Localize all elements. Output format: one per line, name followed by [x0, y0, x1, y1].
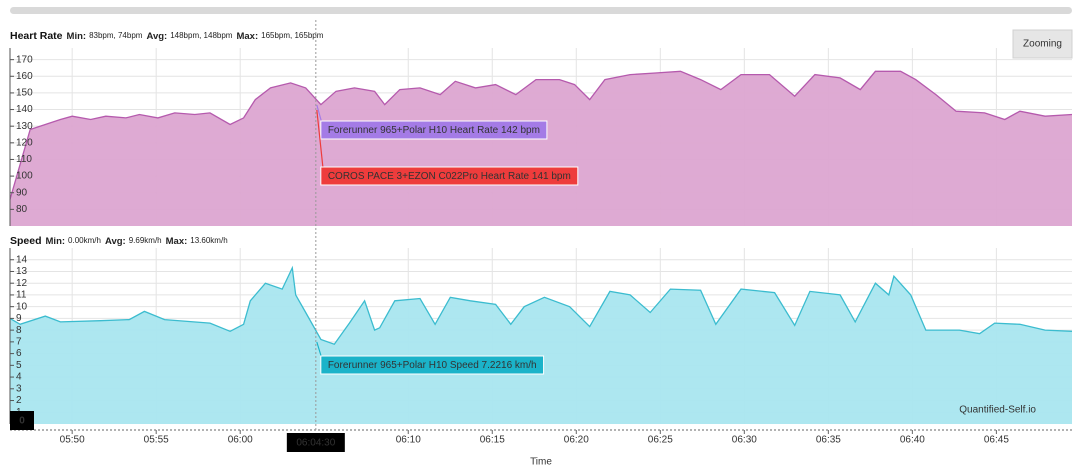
y-tick-label: 120 — [16, 137, 33, 148]
x-tick-label: 06:25 — [648, 435, 673, 446]
y-tick-label: 140 — [16, 104, 33, 115]
y-tick-label: 11 — [16, 290, 27, 301]
y-tick-label: 3 — [16, 383, 22, 394]
x-tick-label: 06:40 — [900, 435, 925, 446]
chart-title: Heart Rate — [10, 30, 63, 42]
y-tick-label: 13 — [16, 266, 28, 277]
area-fill — [10, 267, 1072, 424]
tooltip: Forerunner 965+Polar H10 Heart Rate 142 … — [320, 120, 548, 140]
stat-label: Min: — [46, 236, 66, 247]
y-tick-label: 6 — [16, 348, 22, 359]
tooltip-box — [320, 120, 548, 140]
y-tick-label: 100 — [16, 171, 33, 182]
y-tick-label: 12 — [16, 278, 28, 289]
y-tick-label: 130 — [16, 121, 33, 132]
stat-value: 83bpm, 74bpm — [89, 31, 143, 40]
scrollbar[interactable] — [10, 7, 1072, 14]
y-tick-label: 10 — [16, 301, 28, 312]
area-line — [9, 70, 1073, 200]
stat-label: Avg: — [105, 236, 126, 247]
stat-value: 9.69km/h — [129, 236, 162, 245]
y-tick-label: 7 — [16, 337, 22, 348]
x-tick-label: 05:50 — [60, 435, 85, 446]
y-tick-label: 150 — [16, 88, 33, 99]
y-tick-label: 170 — [16, 54, 33, 65]
area-fill — [10, 71, 1072, 226]
x-tick-label: 06:15 — [480, 435, 505, 446]
y-tick-label: 8 — [16, 325, 22, 336]
y-tick-label: 2 — [16, 395, 22, 406]
tooltip-box — [320, 166, 579, 186]
stat-value: 0.00km/h — [68, 236, 101, 245]
tooltip: COROS PACE 3+EZON C022Pro Heart Rate 141… — [320, 166, 579, 186]
zoom-button[interactable] — [1012, 29, 1073, 59]
stat-label: Max: — [166, 236, 188, 247]
watermark: Quantified-Self.io — [959, 405, 1036, 416]
cursor-x-box — [286, 433, 345, 452]
x-tick-label: 06:45 — [984, 435, 1009, 446]
stat-value: 148bpm, 148bpm — [170, 31, 233, 40]
y-tick-label: 160 — [16, 71, 33, 82]
chart-header: Heart Rate Min: 83bpm, 74bpm Avg: 148bpm, 14… — [10, 30, 324, 42]
stat-value: 165bpm, 165bpm — [261, 31, 324, 40]
tooltip-text: Forerunner 965+Polar H10 Heart Rate 142 … — [328, 125, 540, 136]
x-tick-label: 06:20 — [564, 435, 589, 446]
y-tick-label: 5 — [16, 360, 22, 371]
area-line — [9, 265, 1073, 345]
stat-label: Max: — [236, 31, 258, 42]
x-tick-label: 05:55 — [144, 435, 169, 446]
zoom-button-label[interactable]: Zooming — [1023, 39, 1062, 50]
cursor-y-box — [10, 411, 34, 430]
tooltip-connector — [316, 109, 325, 177]
stat-value: 13.60km/h — [190, 236, 227, 245]
y-tick-label: 90 — [16, 187, 28, 198]
stat-label: Min: — [67, 31, 87, 42]
y-tick-label: 110 — [16, 154, 32, 165]
x-tick-label: 06:00 — [228, 435, 253, 446]
chart-title: Speed — [10, 235, 42, 247]
x-tick-label: 06:30 — [732, 435, 757, 446]
chart-header: Speed Min: 0.00km/h Avg: 9.69km/h Max: 13.60km… — [10, 235, 228, 247]
cursor-y-label: 0 — [19, 416, 25, 427]
x-tick-label: 06:35 — [816, 435, 841, 446]
tooltip-text: Forerunner 965+Polar H10 Speed 7.2216 km… — [328, 360, 537, 371]
x-tick-label: 06:10 — [396, 435, 421, 446]
tooltip-box — [320, 355, 545, 375]
x-axis-label: Time — [530, 457, 552, 468]
y-tick-label: 80 — [16, 204, 28, 215]
stat-label: Avg: — [146, 31, 167, 42]
tooltip: Forerunner 965+Polar H10 Speed 7.2216 km… — [320, 355, 545, 375]
y-tick-label: 9 — [16, 313, 22, 324]
y-tick-label: 14 — [16, 254, 28, 265]
cursor-x-label: 06:04:30 — [296, 438, 335, 449]
tooltip-text: COROS PACE 3+EZON C022Pro Heart Rate 141… — [328, 171, 571, 182]
y-tick-label: 4 — [16, 372, 22, 383]
